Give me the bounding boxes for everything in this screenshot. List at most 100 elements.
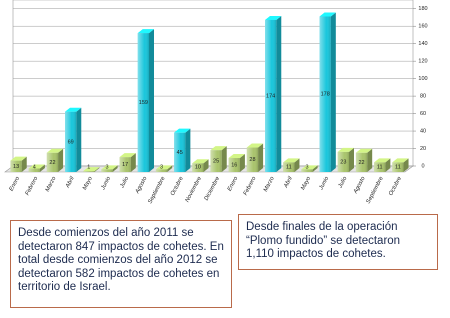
data-label: 25	[213, 159, 219, 165]
data-label: 45	[177, 150, 183, 156]
bar-shade	[355, 152, 368, 172]
x-tick-label: Abril	[283, 175, 295, 190]
bar-side	[167, 165, 173, 172]
x-tick-label: Julio	[119, 175, 131, 190]
bar-side	[221, 146, 227, 172]
data-label: 69	[68, 139, 74, 145]
bar-top	[119, 153, 136, 158]
bar-side	[203, 159, 209, 172]
bar-shade	[246, 147, 259, 172]
x-tick-label: Enero	[227, 175, 240, 192]
y-tick-label: 100	[418, 76, 427, 82]
bar-side	[185, 128, 191, 172]
bar-shade	[119, 157, 131, 172]
bar-shade	[192, 163, 204, 172]
bar-side	[112, 165, 118, 172]
bar-shade	[174, 132, 186, 172]
y-tick-label: 40	[420, 129, 426, 135]
x-tick-label: Octubre	[170, 175, 185, 197]
bar-side	[130, 153, 136, 172]
x-tick-label: Septiembre	[366, 175, 386, 205]
bar-shade	[155, 169, 168, 172]
bar-shade	[10, 160, 22, 172]
bar-top	[28, 164, 45, 169]
x-tick-label: Marzo	[45, 175, 58, 193]
bar-top	[137, 29, 154, 34]
data-label: 13	[13, 164, 19, 170]
bar-top	[374, 158, 391, 163]
x-tick-label: Mayo	[300, 175, 312, 191]
text-box: Desde finales de la operación “Plomo fun…	[238, 214, 438, 270]
data-label: 22	[358, 160, 364, 166]
data-label: 23	[340, 159, 346, 165]
x-tick-label: Septiembre	[147, 175, 167, 205]
bar-side	[258, 143, 264, 172]
x-tick-label: Febrero	[25, 175, 40, 196]
data-label: 17	[122, 162, 128, 168]
bar-shade	[210, 150, 222, 172]
x-tick-label: Julio	[337, 175, 349, 190]
x-tick-label: Diciembre	[204, 175, 222, 202]
bar-side	[21, 156, 27, 172]
x-tick-label: Abril	[65, 175, 77, 190]
bar-side	[58, 148, 64, 172]
data-label: 159	[139, 100, 148, 106]
data-label: 11	[395, 164, 401, 170]
bar-shade	[392, 162, 404, 172]
bar-top	[192, 159, 209, 164]
bar-top	[210, 146, 227, 151]
bar-side	[403, 158, 409, 172]
data-label: 28	[249, 157, 255, 163]
chart: 02040608010012014016018013Enero4Febrero2…	[4, 0, 428, 205]
bar-shade	[283, 162, 295, 172]
bar-side	[149, 29, 154, 172]
bar-top	[83, 167, 100, 172]
bar-shade	[83, 171, 95, 172]
bar-top	[101, 165, 118, 170]
x-tick-label: Mayo	[82, 175, 94, 191]
bar-top	[265, 15, 282, 20]
bar-shade	[137, 33, 149, 172]
bar-side	[312, 165, 318, 172]
y-tick-label: 160	[418, 24, 427, 30]
bar-top	[46, 148, 64, 153]
bar-side	[239, 154, 245, 172]
bar-shade	[228, 158, 240, 172]
y-tick-label: 0	[421, 163, 424, 169]
bar-top	[301, 165, 318, 170]
bar-shade	[374, 162, 386, 172]
bar-top	[228, 154, 245, 159]
x-tick-label: Marzo	[263, 175, 276, 193]
bar-top	[337, 147, 354, 152]
bar-side	[349, 147, 354, 172]
bar-top	[155, 165, 173, 170]
bar-side	[94, 167, 100, 172]
data-label: 10	[195, 164, 201, 170]
bar-top	[283, 158, 300, 163]
data-label: 3	[160, 164, 163, 170]
data-label: 4	[33, 164, 36, 170]
y-tick-label: 20	[420, 146, 426, 152]
x-tick-label: Junio	[100, 175, 113, 192]
data-label: 16	[231, 162, 237, 168]
bar-side	[385, 158, 391, 172]
bar-shade	[301, 169, 313, 172]
x-tick-label: Octubre	[388, 175, 403, 197]
x-tick-label: Enero	[9, 175, 22, 192]
y-tick-label: 80	[420, 94, 426, 100]
bar-shade	[101, 169, 113, 172]
data-label: 3	[305, 164, 308, 170]
x-tick-label: Agosto	[352, 175, 367, 195]
data-label: 174	[266, 93, 275, 99]
bar-shade	[265, 19, 277, 173]
bar-shade	[46, 152, 59, 172]
x-tick-label: Febrero	[243, 175, 258, 196]
bar-top	[65, 107, 82, 112]
text-box: Desde comienzos del año 2011 se detectar…	[10, 220, 232, 308]
data-label: 11	[286, 164, 292, 170]
data-label: 22	[49, 160, 55, 166]
bar-side	[276, 15, 282, 173]
bar-side	[367, 148, 373, 172]
bar-top	[355, 148, 373, 153]
